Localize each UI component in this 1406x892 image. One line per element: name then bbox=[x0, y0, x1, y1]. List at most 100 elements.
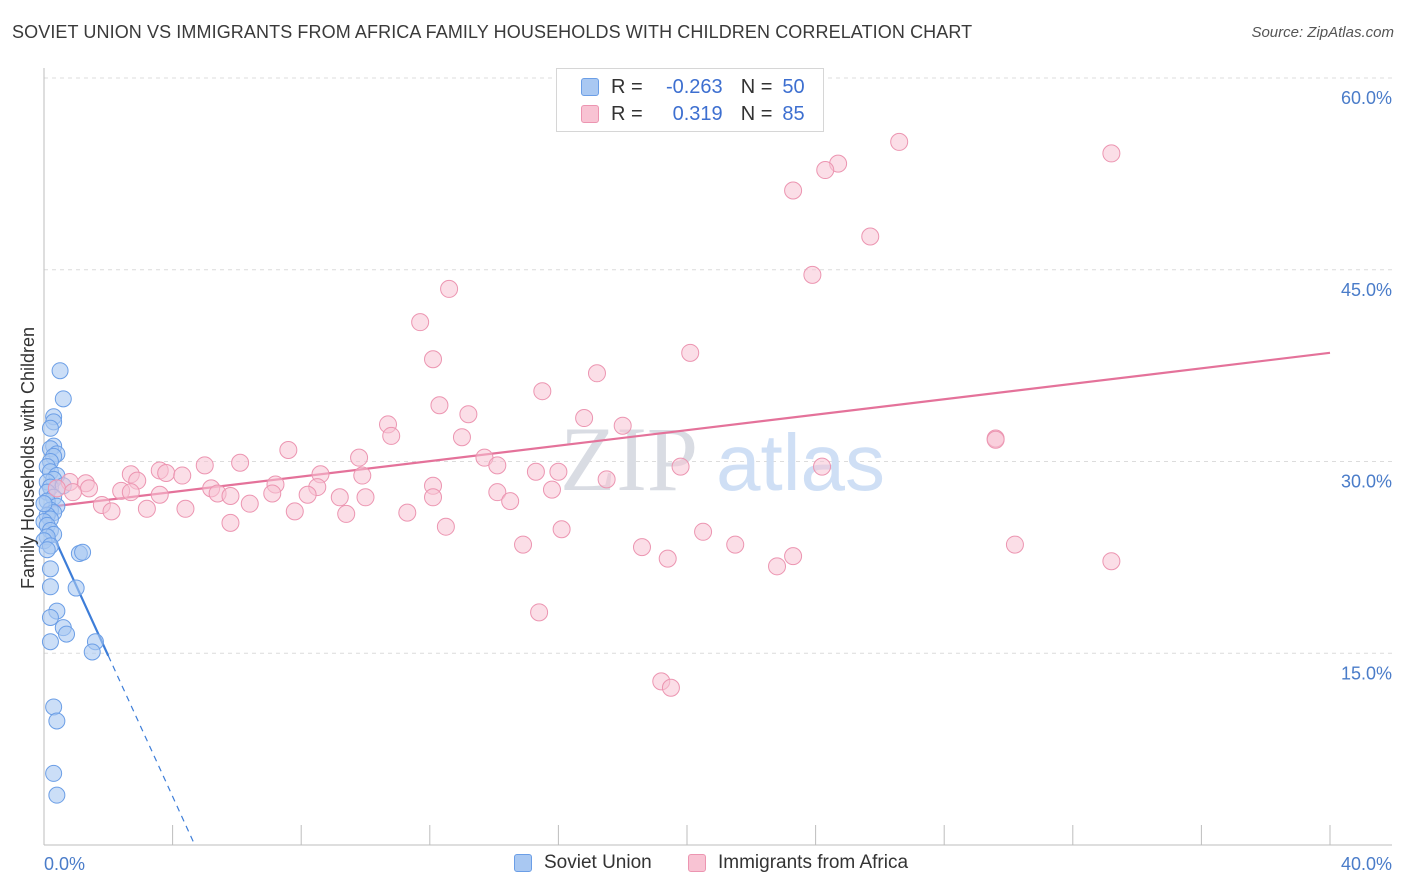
legend-swatch-pink bbox=[688, 854, 706, 872]
x-tick-label: 40.0% bbox=[1341, 854, 1392, 874]
point-immigrants-africa bbox=[350, 448, 369, 467]
point-immigrants-africa bbox=[337, 504, 356, 523]
trend-line-soviet-extension bbox=[107, 655, 196, 846]
point-immigrants-africa bbox=[80, 479, 99, 498]
point-immigrants-africa bbox=[488, 483, 507, 502]
point-immigrants-africa bbox=[382, 426, 401, 445]
point-immigrants-africa bbox=[137, 499, 156, 518]
point-immigrants-africa bbox=[813, 457, 832, 476]
point-immigrants-africa bbox=[240, 494, 259, 513]
point-soviet-union bbox=[48, 786, 66, 804]
chart-title: SOVIET UNION VS IMMIGRANTS FROM AFRICA F… bbox=[12, 22, 973, 42]
legend-row-soviet-union: R = -0.263 N = 50 bbox=[581, 75, 805, 99]
point-immigrants-africa bbox=[459, 405, 478, 424]
point-immigrants-africa bbox=[542, 480, 561, 499]
r-value-soviet: -0.263 bbox=[665, 75, 723, 98]
point-immigrants-africa bbox=[1102, 552, 1121, 571]
point-soviet-union bbox=[41, 419, 59, 437]
point-soviet-union bbox=[41, 633, 59, 651]
point-immigrants-africa bbox=[157, 464, 176, 483]
point-immigrants-africa bbox=[533, 382, 552, 401]
point-immigrants-africa bbox=[768, 557, 787, 576]
point-immigrants-africa bbox=[861, 227, 880, 246]
legend-label-soviet-union: Soviet Union bbox=[544, 852, 652, 873]
point-immigrants-africa bbox=[424, 488, 443, 507]
point-immigrants-africa bbox=[661, 678, 680, 697]
r-label: R = bbox=[611, 102, 643, 125]
point-immigrants-africa bbox=[63, 483, 82, 502]
y-axis-title: Family Households with Children bbox=[18, 327, 38, 589]
trend-line-africa bbox=[43, 351, 1331, 509]
legend-swatch-blue bbox=[581, 78, 599, 96]
point-immigrants-africa bbox=[173, 466, 192, 485]
point-immigrants-africa bbox=[221, 487, 240, 506]
point-immigrants-africa bbox=[424, 350, 443, 369]
point-immigrants-africa bbox=[1102, 144, 1121, 163]
legend-label-africa: Immigrants from Africa bbox=[718, 852, 909, 873]
point-soviet-union bbox=[41, 560, 59, 578]
point-immigrants-africa bbox=[526, 462, 545, 481]
point-immigrants-africa bbox=[549, 462, 568, 481]
point-immigrants-africa bbox=[803, 265, 822, 284]
grid-lines bbox=[44, 77, 1392, 654]
point-immigrants-africa bbox=[411, 313, 430, 332]
point-immigrants-africa bbox=[279, 440, 298, 459]
point-immigrants-africa bbox=[285, 502, 304, 521]
point-immigrants-africa bbox=[726, 535, 745, 554]
point-immigrants-africa bbox=[195, 456, 214, 475]
watermark-atlas: atlas bbox=[716, 418, 885, 507]
y-tick-label: 15.0% bbox=[1341, 663, 1392, 683]
point-soviet-union bbox=[51, 362, 69, 380]
point-soviet-union bbox=[41, 578, 59, 596]
point-immigrants-africa bbox=[501, 492, 520, 511]
point-immigrants-africa bbox=[514, 535, 533, 554]
point-soviet-union bbox=[38, 541, 56, 559]
point-immigrants-africa bbox=[694, 522, 713, 541]
point-soviet-union bbox=[48, 712, 66, 730]
point-immigrants-africa bbox=[440, 279, 459, 298]
point-soviet-union bbox=[45, 698, 63, 716]
point-immigrants-africa bbox=[398, 503, 417, 522]
point-immigrants-africa bbox=[298, 485, 317, 504]
n-value-soviet: 50 bbox=[782, 75, 805, 98]
point-immigrants-africa bbox=[816, 161, 835, 180]
point-immigrants-africa bbox=[231, 453, 250, 472]
point-immigrants-africa bbox=[613, 416, 632, 435]
point-immigrants-africa bbox=[353, 466, 372, 485]
correlation-legend: R = -0.263 N = 50 R = 0.319 N = 85 bbox=[556, 68, 824, 132]
point-immigrants-africa bbox=[784, 547, 803, 566]
point-soviet-union bbox=[45, 764, 63, 782]
n-label: N = bbox=[740, 102, 773, 125]
point-immigrants-africa bbox=[784, 181, 803, 200]
point-immigrants-africa bbox=[356, 488, 375, 507]
point-immigrants-africa bbox=[121, 483, 140, 502]
r-value-africa: 0.319 bbox=[672, 102, 723, 125]
n-value-africa: 85 bbox=[782, 102, 805, 125]
legend-row-africa: R = 0.319 N = 85 bbox=[581, 102, 805, 126]
point-immigrants-africa bbox=[1005, 535, 1024, 554]
point-immigrants-africa bbox=[530, 603, 549, 622]
point-soviet-union bbox=[54, 390, 72, 408]
point-immigrants-africa bbox=[671, 457, 690, 476]
point-immigrants-africa bbox=[552, 520, 571, 539]
point-immigrants-africa bbox=[597, 470, 616, 489]
point-immigrants-africa bbox=[681, 343, 700, 362]
point-soviet-union bbox=[41, 608, 59, 626]
tick-labels: 15.0% 30.0% 45.0% 60.0% 0.0% 40.0% bbox=[44, 88, 1392, 874]
point-soviet-union bbox=[67, 579, 85, 597]
source-credit: Source: ZipAtlas.com bbox=[1251, 24, 1394, 41]
point-immigrants-africa bbox=[452, 428, 471, 447]
point-immigrants-africa bbox=[430, 396, 449, 415]
point-immigrants-africa bbox=[47, 479, 66, 498]
point-immigrants-africa bbox=[587, 364, 606, 383]
soviet-union-points bbox=[35, 362, 104, 804]
point-immigrants-africa bbox=[221, 513, 240, 532]
y-tick-label: 60.0% bbox=[1341, 88, 1392, 108]
point-immigrants-africa bbox=[575, 409, 594, 428]
x-tick-label: 0.0% bbox=[44, 854, 85, 874]
watermark: ZIP atlas bbox=[560, 408, 885, 510]
legend-item-africa: Immigrants from Africa bbox=[688, 852, 908, 874]
point-soviet-union bbox=[74, 543, 92, 561]
legend-item-soviet-union: Soviet Union bbox=[514, 852, 652, 874]
